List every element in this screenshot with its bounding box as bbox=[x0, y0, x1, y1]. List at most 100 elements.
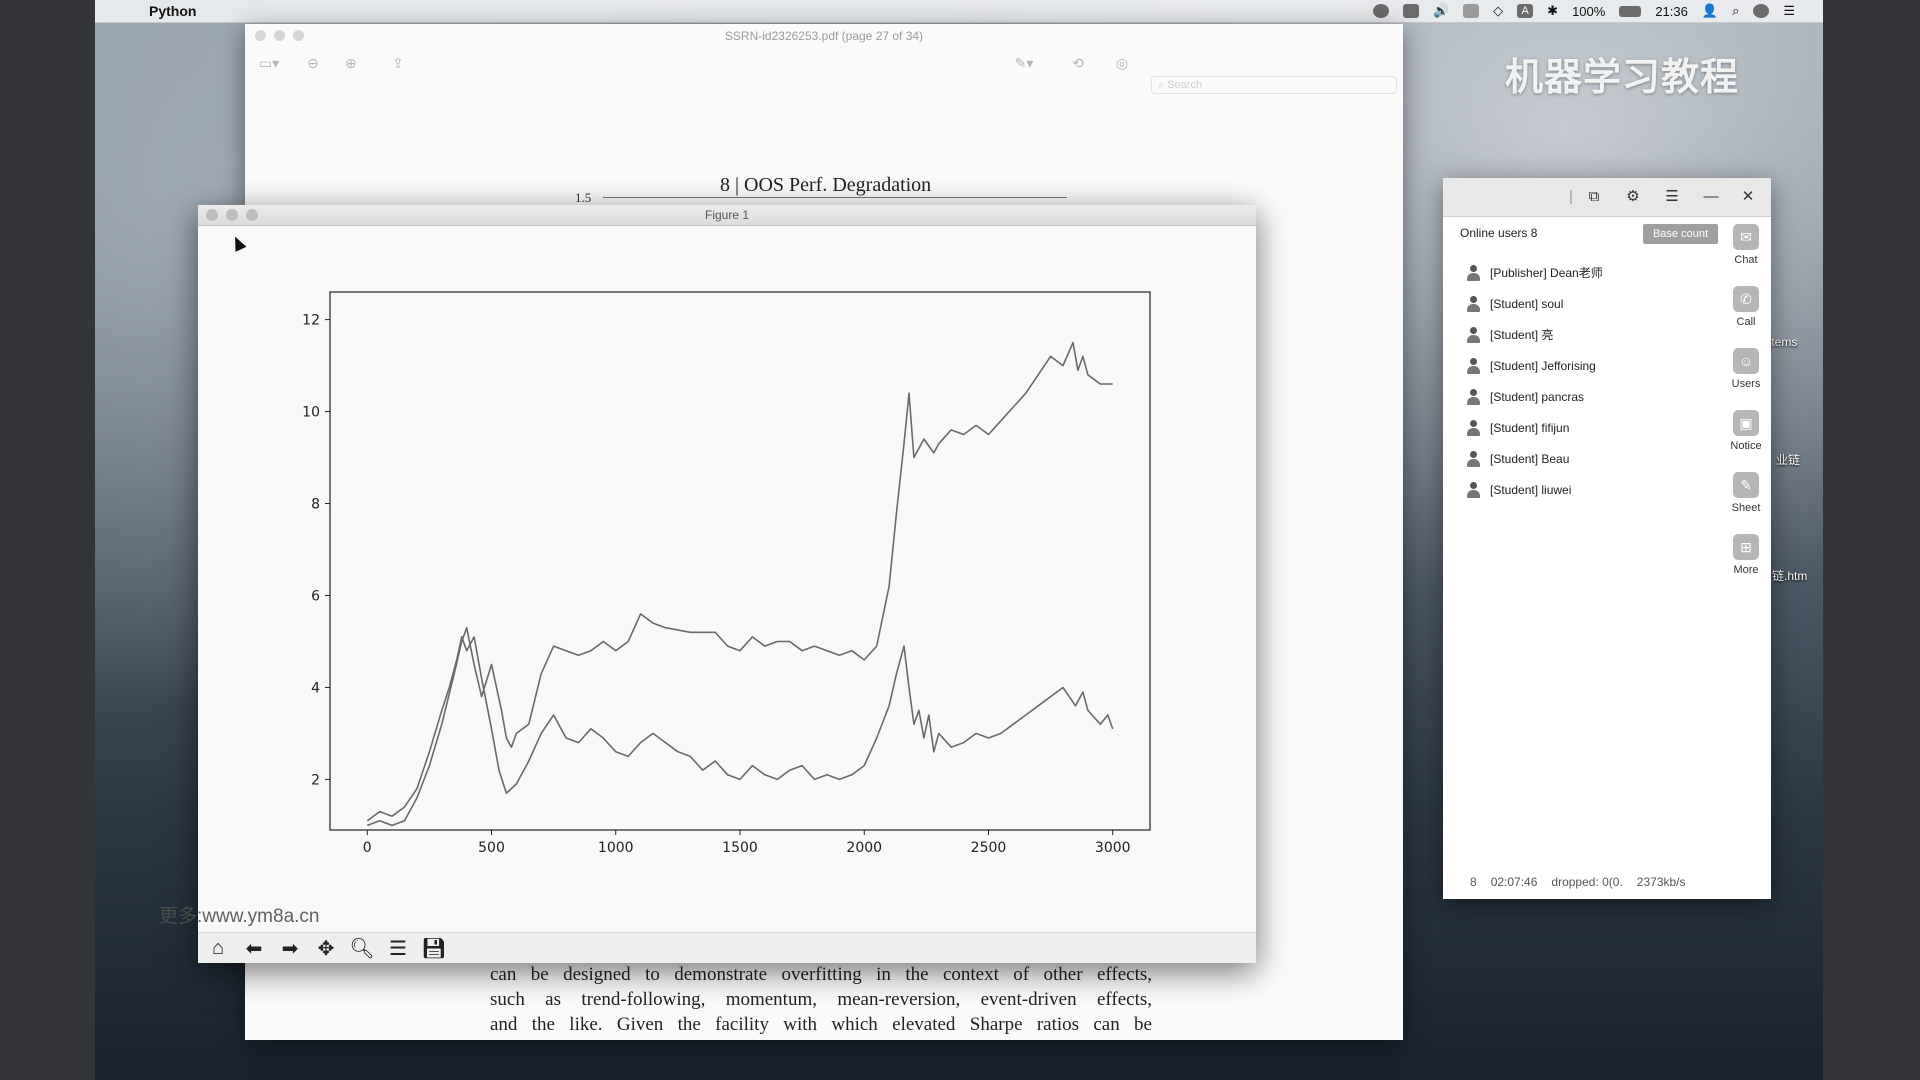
minimize-button[interactable] bbox=[274, 30, 285, 41]
x-tick-label: 1500 bbox=[722, 840, 758, 856]
figure-title: Figure 1 bbox=[704, 208, 750, 222]
home-icon[interactable]: ⌂ bbox=[211, 936, 225, 959]
status-area: 🔊 ◇ A ✱ 100% 21:36 👤 ⌕ ☰ bbox=[1372, 0, 1795, 22]
close-icon[interactable]: ✕ bbox=[1741, 188, 1755, 205]
list-item[interactable]: [Student] Jefforising bbox=[1467, 350, 1707, 381]
user-name: [Student] soul bbox=[1490, 296, 1564, 311]
pdf-figure-heading: 8 | OOS Perf. Degradation bbox=[720, 174, 932, 196]
zoom-in-icon[interactable]: ⊕ bbox=[345, 54, 357, 71]
y-tick-label: 4 bbox=[311, 680, 320, 696]
close-button[interactable] bbox=[255, 30, 266, 41]
annotate-icon[interactable]: ◎ bbox=[1115, 54, 1129, 71]
figure-zoom-button[interactable] bbox=[246, 209, 258, 221]
volume-icon[interactable]: 🔊 bbox=[1432, 3, 1450, 18]
pdf-search-input[interactable]: ⌕ Search bbox=[1151, 76, 1397, 94]
tab-more[interactable]: ⊞ More bbox=[1725, 534, 1767, 596]
user-list: [Publisher] Dean老师 [Student] soul [Stude… bbox=[1467, 257, 1707, 505]
axis-ticks: 0 500 1000 1500 2000 2500 3000 2 4 6 8 10 12 bbox=[302, 313, 1130, 856]
status-rate: 2373kb/s bbox=[1636, 875, 1686, 889]
avatar-icon bbox=[1467, 326, 1480, 343]
list-item[interactable]: [Student] liuwei bbox=[1467, 474, 1707, 505]
sidebar-toggle-icon[interactable]: ▭▾ bbox=[258, 54, 280, 71]
display-icon[interactable] bbox=[1463, 4, 1480, 18]
siri-icon[interactable] bbox=[1753, 4, 1770, 18]
pdf-axis-tick: 1.5 bbox=[575, 190, 592, 205]
desktop-label-items[interactable]: Items bbox=[1768, 335, 1798, 349]
bluetooth-icon[interactable]: ✱ bbox=[1547, 3, 1559, 18]
figure-minimize-button[interactable] bbox=[226, 209, 238, 221]
divider-icon: | bbox=[1569, 188, 1573, 205]
markup-icon[interactable]: ✎▾ bbox=[1014, 54, 1034, 71]
y-tick-label: 8 bbox=[311, 497, 320, 513]
tab-chat[interactable]: ✉ Chat bbox=[1725, 224, 1767, 286]
input-source-icon[interactable]: A bbox=[1517, 4, 1534, 18]
pdf-body-line: such as trend-following, momentum, mean-… bbox=[490, 989, 1152, 1010]
desktop-label-yelian[interactable]: 业链 bbox=[1776, 453, 1801, 467]
pdf-toolbar: ▭▾ ⊖ ⊕ ⇪ ✎▾ ⟲ ◎ ⌕ Search bbox=[245, 48, 1403, 94]
avatar-icon bbox=[1467, 357, 1480, 374]
phone-icon: ✆ bbox=[1733, 286, 1759, 312]
user-name: [Student] Beau bbox=[1490, 451, 1570, 466]
pdf-titlebar: SSRN-id2326253.pdf (page 27 of 34) bbox=[245, 24, 1403, 48]
popout-icon[interactable]: ⧉ bbox=[1588, 188, 1600, 205]
back-arrow-icon[interactable]: ⬅ bbox=[245, 937, 263, 960]
avatar-icon bbox=[1467, 481, 1480, 498]
list-item[interactable]: [Student] 亮 bbox=[1467, 319, 1707, 350]
pdf-title: SSRN-id2326253.pdf (page 27 of 34) bbox=[724, 29, 924, 43]
x-tick-label: 1000 bbox=[598, 840, 634, 856]
user-name: [Student] pancras bbox=[1490, 389, 1585, 404]
menu-bar: Python 🔊 ◇ A ✱ 100% 21:36 👤 ⌕ ☰ bbox=[95, 0, 1823, 23]
zoom-icon[interactable]: 🔍︎ bbox=[349, 937, 375, 960]
figure-canvas[interactable]: 0 500 1000 1500 2000 2500 3000 2 4 6 8 10 12 bbox=[198, 226, 1256, 932]
pan-icon[interactable]: ✥ bbox=[317, 937, 335, 960]
list-item[interactable]: [Publisher] Dean老师 bbox=[1467, 257, 1707, 288]
zoom-button[interactable] bbox=[293, 30, 304, 41]
live-class-panel: | ⧉ ⚙ ☰ — ✕ Online users 8 Base count [P… bbox=[1443, 178, 1771, 899]
list-item[interactable]: [Student] fifijun bbox=[1467, 412, 1707, 443]
tab-sheet[interactable]: ✎ Sheet bbox=[1725, 472, 1767, 534]
url-watermark: 更多:www.ym8a.cn bbox=[159, 906, 320, 927]
status-time: 02:07:46 bbox=[1490, 875, 1538, 889]
wifi-icon[interactable]: ◇ bbox=[1493, 3, 1504, 18]
configure-subplots-icon[interactable]: ☰ bbox=[389, 937, 407, 960]
app-menu-python[interactable]: Python bbox=[149, 3, 197, 19]
menu-icon[interactable]: ☰ bbox=[1665, 188, 1679, 205]
sync-icon[interactable] bbox=[1372, 4, 1389, 18]
notification-center-icon[interactable]: ☰ bbox=[1783, 3, 1795, 18]
x-tick-label: 2000 bbox=[846, 840, 882, 856]
pdf-axis-line bbox=[603, 197, 1067, 198]
list-item[interactable]: [Student] soul bbox=[1467, 288, 1707, 319]
share-icon[interactable]: ⇪ bbox=[392, 54, 404, 71]
x-tick-label: 500 bbox=[478, 840, 505, 856]
save-icon[interactable]: 💾︎ bbox=[421, 937, 447, 960]
series-lines bbox=[366, 341, 1114, 827]
pdf-window-controls bbox=[255, 30, 304, 41]
shield-icon[interactable] bbox=[1402, 4, 1419, 18]
series-line-2 bbox=[366, 636, 1114, 822]
tab-notice[interactable]: ▣ Notice bbox=[1725, 410, 1767, 472]
desktop-label-htm[interactable]: 链.htm bbox=[1772, 569, 1808, 583]
forward-arrow-icon[interactable]: ➡ bbox=[281, 937, 299, 960]
avatar-icon bbox=[1467, 419, 1480, 436]
clock[interactable]: 21:36 bbox=[1655, 3, 1688, 19]
y-tick-label: 10 bbox=[302, 405, 320, 421]
panel-status-bar: 8 02:07:46 dropped: 0(0. 2373kb/s bbox=[1470, 875, 1686, 889]
battery-text[interactable]: 100% bbox=[1572, 3, 1606, 19]
tab-call[interactable]: ✆ Call bbox=[1725, 286, 1767, 348]
battery-icon[interactable] bbox=[1619, 5, 1642, 17]
minimize-icon[interactable]: — bbox=[1703, 188, 1719, 205]
video-watermark: 机器学习教程 bbox=[1505, 57, 1740, 99]
x-tick-label: 2500 bbox=[971, 840, 1007, 856]
tab-users[interactable]: ☺ Users bbox=[1725, 348, 1767, 410]
settings-gear-icon[interactable]: ⚙ bbox=[1626, 188, 1640, 205]
rotate-icon[interactable]: ⟲ bbox=[1072, 54, 1084, 71]
user-icon[interactable]: 👤 bbox=[1701, 3, 1719, 18]
list-item[interactable]: [Student] pancras bbox=[1467, 381, 1707, 412]
pdf-body-line: and the like. Given the facility with wh… bbox=[490, 1014, 1152, 1035]
figure-close-button[interactable] bbox=[206, 209, 218, 221]
zoom-out-icon[interactable]: ⊖ bbox=[307, 54, 319, 71]
list-item[interactable]: [Student] Beau bbox=[1467, 443, 1707, 474]
avatar-icon bbox=[1467, 295, 1480, 312]
base-count-button[interactable]: Base count bbox=[1643, 224, 1718, 244]
spotlight-icon[interactable]: ⌕ bbox=[1732, 3, 1740, 18]
